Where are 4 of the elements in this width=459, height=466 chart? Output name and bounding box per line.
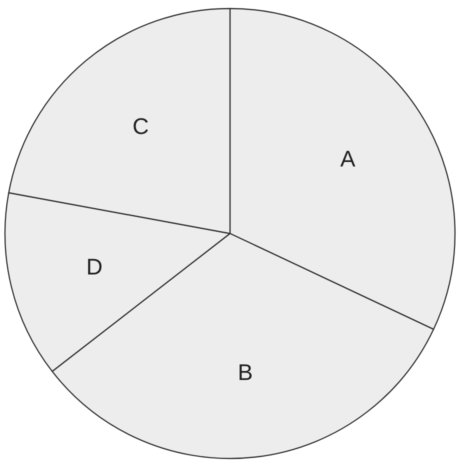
slice-label: A xyxy=(340,146,356,172)
slice-label: C xyxy=(132,113,149,140)
slice-label: D xyxy=(86,254,103,280)
slice-label: B xyxy=(238,359,253,386)
